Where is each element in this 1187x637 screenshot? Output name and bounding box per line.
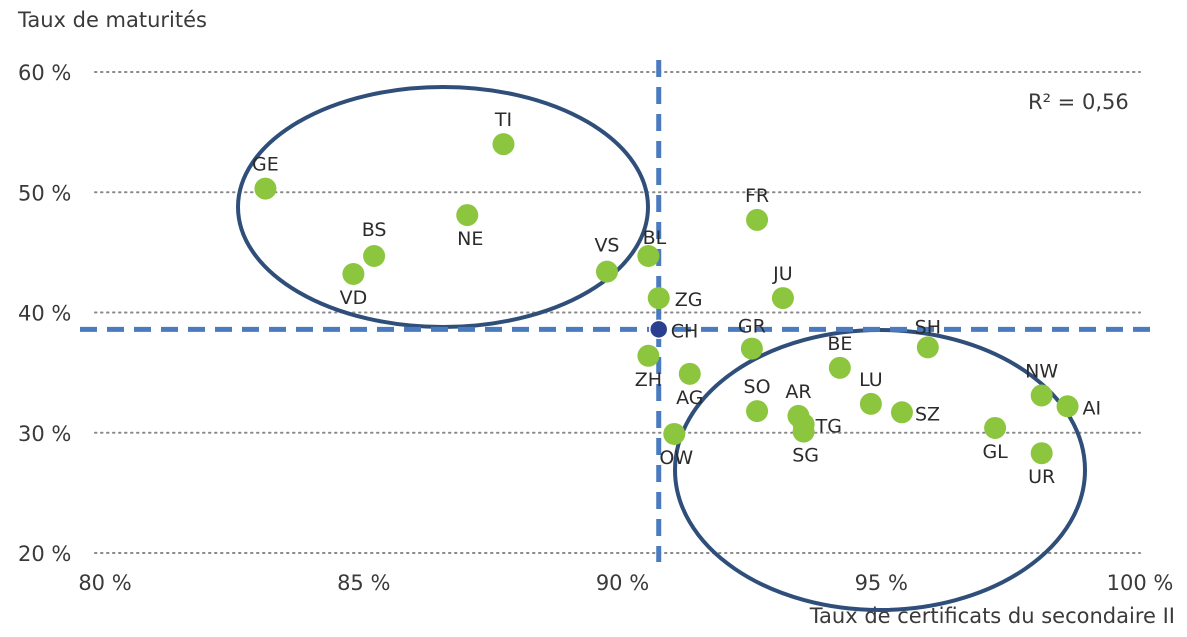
data-point-sg <box>792 420 815 443</box>
x-tick-label: 90 % <box>596 571 649 595</box>
point-label-bl: BL <box>643 227 667 249</box>
data-point-bs <box>363 244 386 267</box>
y-tick-label: 30 % <box>18 422 71 446</box>
data-point-ne <box>456 204 479 227</box>
point-label-sh: SH <box>915 316 941 338</box>
data-point-zh <box>637 344 660 367</box>
point-label-zh: ZH <box>635 369 662 391</box>
r-squared-annotation: R² = 0,56 <box>1028 90 1129 114</box>
data-point-lu <box>859 392 882 415</box>
point-label-ti: TI <box>494 109 512 131</box>
point-label-vd: VD <box>340 287 368 309</box>
data-point-ag <box>678 362 701 385</box>
point-label-tg: TG <box>815 415 842 437</box>
point-label-ju: JU <box>772 263 793 285</box>
x-tick-label: 85 % <box>337 571 390 595</box>
point-label-ai: AI <box>1083 397 1102 419</box>
point-label-ag: AG <box>676 387 703 409</box>
y-tick-label: 20 % <box>18 542 71 566</box>
y-axis-title: Taux de maturités <box>18 8 207 32</box>
point-label-zg: ZG <box>675 289 703 311</box>
x-tick-label: 100 % <box>1107 571 1174 595</box>
data-point-so <box>746 400 769 423</box>
data-point-vs <box>595 260 618 283</box>
data-point-fr <box>746 208 769 231</box>
data-point-ow <box>663 422 686 445</box>
data-point-bl <box>637 244 660 267</box>
point-label-be: BE <box>827 333 852 355</box>
data-point-nw <box>1030 384 1053 407</box>
cluster-ellipse-left <box>236 85 650 329</box>
point-label-sz: SZ <box>915 403 940 425</box>
point-label-gr: GR <box>738 316 766 338</box>
point-label-so: SO <box>744 376 771 398</box>
data-point-ge <box>254 177 277 200</box>
point-label-ur: UR <box>1028 466 1055 488</box>
data-point-ai <box>1056 395 1079 418</box>
x-tick-label: 80 % <box>78 571 131 595</box>
point-label-ge: GE <box>252 154 279 176</box>
data-point-ur <box>1030 442 1053 465</box>
y-tick-label: 60 % <box>18 61 71 85</box>
data-point-gl <box>984 416 1007 439</box>
y-tick-label: 40 % <box>18 302 71 326</box>
point-label-sg: SG <box>792 445 819 467</box>
point-label-fr: FR <box>745 185 769 207</box>
data-point-sz <box>890 401 913 424</box>
data-point-sh <box>916 336 939 359</box>
x-tick-label: 95 % <box>855 571 908 595</box>
point-label-lu: LU <box>859 369 883 391</box>
data-point-ti <box>492 133 515 156</box>
point-label-vs: VS <box>594 235 619 257</box>
point-label-gl: GL <box>982 441 1008 463</box>
point-label-ow: OW <box>659 447 693 469</box>
point-label-ar: AR <box>785 381 811 403</box>
data-point-zg <box>647 287 670 310</box>
point-label-ch: CH <box>671 320 699 342</box>
data-point-be <box>828 356 851 379</box>
point-label-ne: NE <box>457 228 483 250</box>
data-point-ch <box>648 319 669 340</box>
data-point-ju <box>771 287 794 310</box>
point-label-nw: NW <box>1025 360 1058 382</box>
point-label-bs: BS <box>362 219 387 241</box>
data-point-vd <box>342 263 365 286</box>
data-point-gr <box>740 337 763 360</box>
y-tick-label: 50 % <box>18 181 71 205</box>
